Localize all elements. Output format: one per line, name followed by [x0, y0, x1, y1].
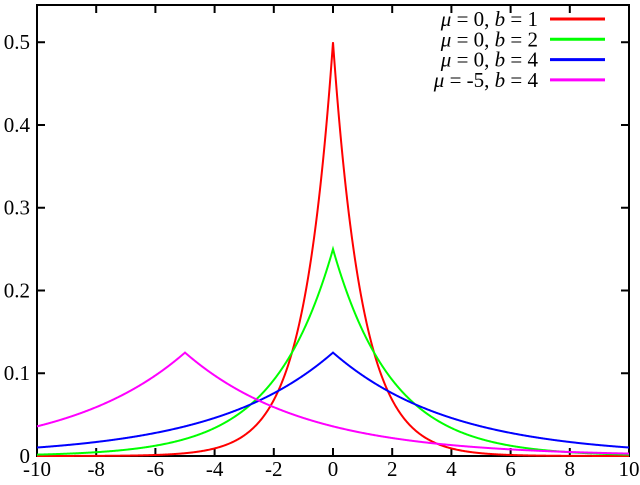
x-tick-label: -6 — [147, 457, 165, 480]
y-tick-label: 0.2 — [4, 278, 30, 302]
y-tick-label: 0.1 — [4, 361, 30, 385]
x-tick-label: 8 — [565, 457, 576, 480]
x-tick-label: 0 — [328, 457, 339, 480]
x-tick-label: 4 — [446, 457, 457, 480]
pdf-curve — [36, 351, 630, 455]
x-tick-label: -4 — [206, 457, 224, 480]
y-tick-label: 0.3 — [4, 196, 30, 220]
x-tick-label: -8 — [87, 457, 105, 480]
pdf-curve — [36, 351, 630, 449]
legend-label: μ = -5, b = 4 — [433, 68, 539, 92]
plot-frame — [36, 4, 630, 457]
legend-label: μ = 0, b = 2 — [440, 27, 538, 51]
legend-label: μ = 0, b = 4 — [440, 48, 539, 72]
y-tick-label: 0.5 — [4, 30, 30, 54]
x-tick-label: 6 — [505, 457, 516, 480]
x-tick-label: -2 — [265, 457, 283, 480]
pdf-curve — [37, 42, 629, 457]
y-tick-label: 0 — [20, 444, 31, 468]
x-tick-label: 2 — [387, 457, 398, 480]
x-tick-label: 10 — [619, 457, 640, 480]
pdf-curve — [36, 245, 630, 456]
y-tick-label: 0.4 — [4, 113, 31, 137]
legend-label: μ = 0, b = 1 — [440, 7, 538, 31]
x-tick-label: -10 — [23, 457, 51, 480]
